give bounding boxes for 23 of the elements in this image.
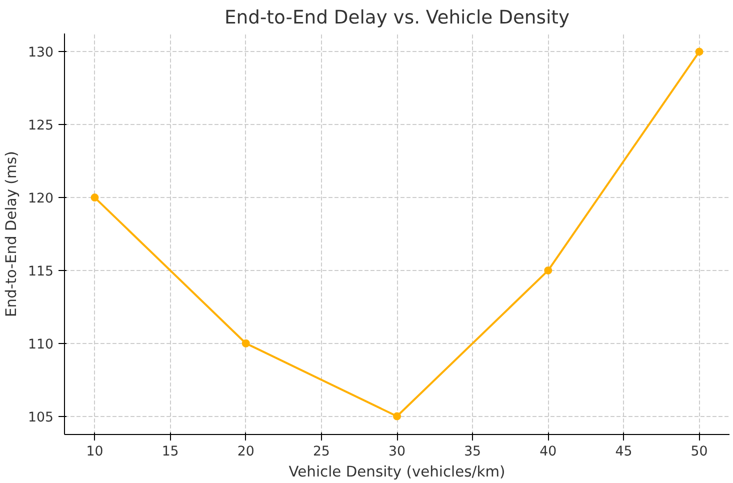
x-tick-label: 40: [540, 444, 557, 460]
x-tick-label: 35: [464, 444, 482, 460]
x-tick-label: 30: [388, 444, 406, 460]
x-tick-label: 20: [237, 444, 254, 460]
point: [90, 194, 99, 202]
y-tick-label: 115: [28, 264, 54, 280]
x-tick-label: 15: [162, 444, 179, 460]
point: [242, 339, 250, 348]
chart-title: End-to-End Delay vs. Vehicle Density: [224, 8, 570, 28]
x-tick-label: 50: [690, 444, 708, 460]
point: [544, 266, 552, 274]
y-tick-label: 105: [28, 410, 54, 426]
x-tick-label: 10: [86, 444, 104, 460]
y-tick-label: 125: [28, 118, 54, 134]
x-axis-title: Vehicle Density (vehicles/km): [288, 464, 506, 480]
y-tick-label: 110: [28, 337, 54, 352]
point: [695, 48, 704, 56]
y-axis-title: End-to-End Delay (ms): [3, 151, 20, 317]
y-tick-label: 120: [28, 192, 54, 207]
x-tick-label: 45: [615, 444, 632, 460]
y-tick-label: 130: [28, 46, 54, 61]
point: [393, 412, 401, 420]
x-tick-label: 25: [312, 444, 330, 460]
